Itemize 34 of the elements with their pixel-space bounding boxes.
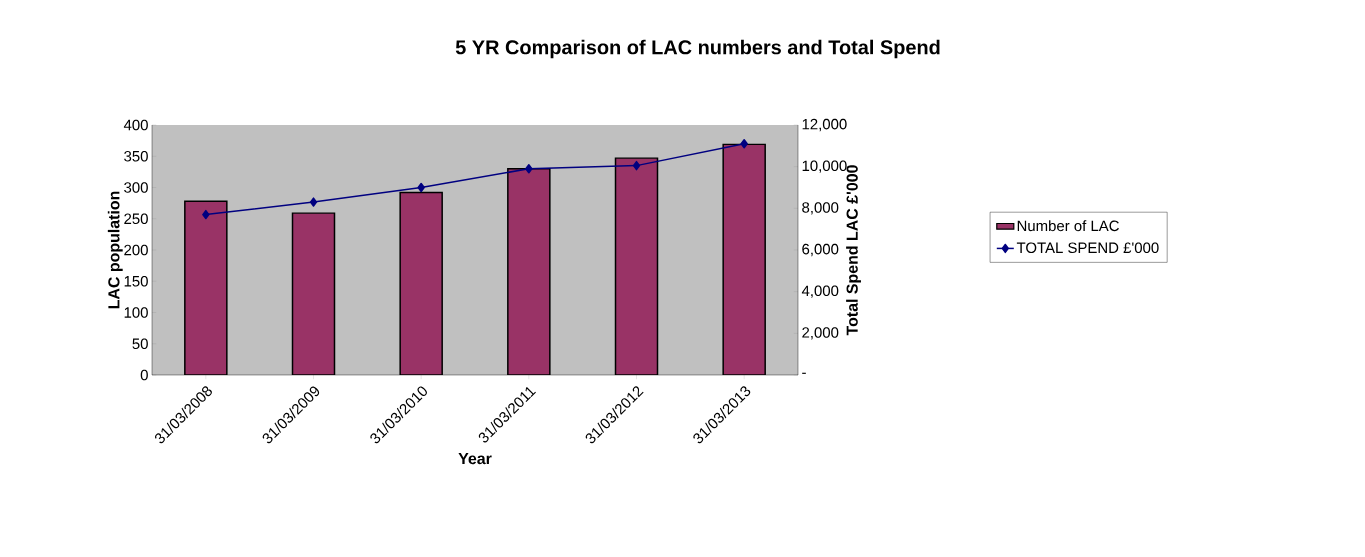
bar (291, 212, 336, 375)
bar (184, 200, 228, 375)
y2-tick-label: 8,000 (802, 202, 839, 215)
y-tick-label: 50 (132, 338, 148, 350)
point (632, 160, 641, 171)
y-tick-label: 300 (124, 182, 148, 193)
y-tick-label: 150 (124, 275, 148, 287)
y2-tick-label: 6,000 (802, 243, 839, 257)
y2-tick-label: - (802, 372, 806, 374)
chart-title: 5 YR Comparison of LAC numbers and Total Spend (455, 39, 940, 59)
legend-label: TOTAL SPEND £'000 (1016, 242, 1159, 254)
y2-tick-label: 2,000 (802, 327, 839, 340)
bar (507, 168, 551, 375)
y2-tick-label: 10,000 (802, 160, 847, 173)
y2-axis-title: Total Spend LAC £'000 (846, 165, 861, 336)
point (740, 139, 748, 149)
point (309, 197, 318, 207)
y-tick-label: 200 (124, 244, 148, 256)
y-tick-label: 350 (124, 150, 148, 162)
bar (614, 157, 659, 375)
point (417, 182, 425, 193)
point (202, 209, 210, 220)
y-tick-label: 400 (123, 119, 148, 131)
y2-tick-label: 4,000 (801, 285, 839, 298)
bar (399, 191, 443, 375)
point (525, 164, 533, 174)
y-axis-title: LAC population (107, 191, 123, 309)
y-tick-label: 250 (124, 213, 148, 225)
legend-label: Number of LAC (1017, 220, 1119, 232)
y-tick-label: 0 (140, 369, 148, 381)
bar (722, 143, 766, 375)
y2-tick-label: 12,000 (802, 118, 847, 132)
x-axis-title: Year (458, 453, 492, 465)
y-tick-label: 100 (124, 307, 148, 318)
